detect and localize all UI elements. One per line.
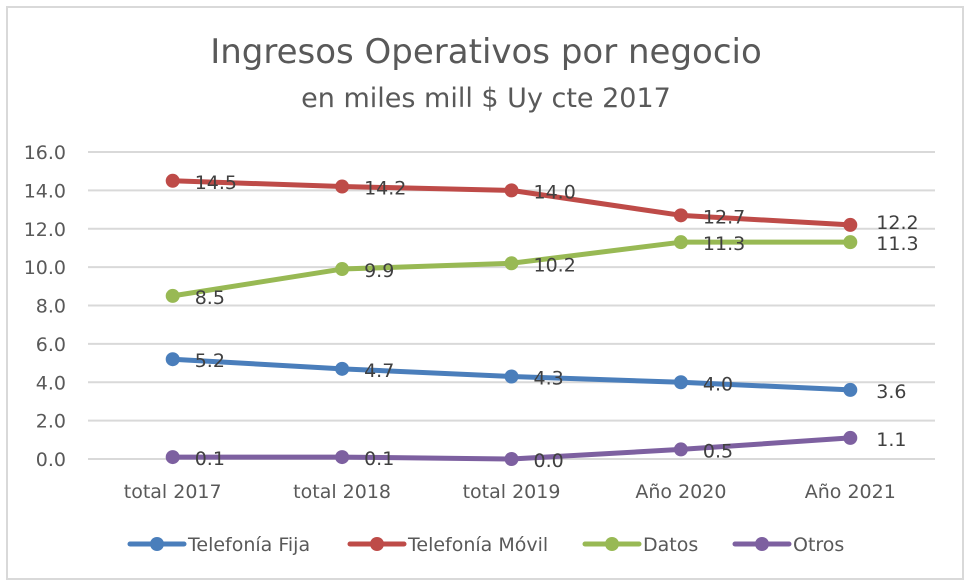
data-label: 4.3: [534, 367, 564, 389]
data-label: 0.1: [195, 448, 225, 470]
x-tick-label: Año 2021: [805, 481, 896, 503]
data-point: [165, 352, 180, 367]
y-tick-label: 0.0: [36, 449, 66, 471]
series-lines: [165, 173, 858, 466]
data-label: 10.2: [534, 254, 576, 276]
y-tick-label: 16.0: [24, 142, 66, 164]
data-label: 0.0: [534, 450, 564, 472]
data-label: 14.5: [195, 172, 237, 194]
data-point: [165, 173, 180, 188]
data-label: 11.3: [703, 233, 745, 255]
x-tick-label: total 2019: [463, 481, 561, 503]
data-label: 9.9: [364, 260, 394, 282]
y-tick-label: 4.0: [36, 372, 66, 394]
data-point: [843, 382, 858, 397]
data-point: [843, 235, 858, 250]
x-axis: total 2017 total 2018 total 2019 Año 2020 Añ…: [124, 481, 896, 503]
data-point: [673, 208, 688, 223]
legend-marker-icon: [605, 537, 619, 551]
data-label: 12.7: [703, 206, 745, 228]
data-point: [504, 369, 519, 384]
data-label: 0.1: [364, 448, 394, 470]
legend-item[interactable]: Datos: [582, 534, 698, 556]
legend-item[interactable]: Telefonía Móvil: [347, 534, 548, 556]
legend-label: Telefonía Fija: [187, 534, 310, 556]
y-tick-label: 8.0: [36, 296, 66, 318]
legend-label: Telefonía Móvil: [407, 534, 548, 556]
chart-frame: [6, 6, 964, 580]
legend-marker-icon: [755, 537, 769, 551]
data-point: [165, 288, 180, 303]
data-point: [504, 183, 519, 198]
data-label: 0.5: [703, 440, 733, 462]
y-tick-label: 6.0: [36, 334, 66, 356]
data-point: [504, 256, 519, 271]
data-label: 3.6: [876, 381, 906, 403]
data-point: [673, 235, 688, 250]
data-point: [843, 430, 858, 445]
chart-title: Ingresos Operativos por negocio: [210, 32, 762, 72]
data-point: [335, 361, 350, 376]
data-point: [165, 450, 180, 465]
x-tick-label: Año 2020: [635, 481, 726, 503]
data-label: 4.7: [364, 360, 394, 382]
y-tick-label: 14.0: [24, 180, 66, 202]
data-label: 14.0: [534, 181, 576, 203]
data-label: 11.3: [876, 233, 918, 255]
legend-marker-icon: [150, 537, 164, 551]
legend-label: Otros: [793, 534, 844, 556]
chart-subtitle: en miles mill $ Uy cte 2017: [301, 83, 671, 114]
y-axis: 0.0 2.0 4.0 6.0 8.0 10.0 12.0 14.0 16.0: [24, 142, 66, 471]
data-point: [843, 217, 858, 232]
legend-marker-icon: [370, 537, 384, 551]
legend-item[interactable]: Telefonía Fija: [127, 534, 310, 556]
y-tick-label: 2.0: [36, 411, 66, 433]
data-label: 5.2: [195, 350, 225, 372]
data-label: 14.2: [364, 178, 406, 200]
data-point: [335, 450, 350, 465]
legend-item[interactable]: Otros: [732, 534, 844, 556]
data-point: [335, 262, 350, 277]
data-label: 4.0: [703, 373, 733, 395]
data-point: [673, 375, 688, 390]
data-label: 12.2: [876, 212, 918, 234]
data-label: 1.1: [876, 429, 906, 451]
x-tick-label: total 2018: [293, 481, 391, 503]
data-label: 8.5: [195, 287, 225, 309]
legend-label: Datos: [643, 534, 698, 556]
data-point: [335, 179, 350, 194]
data-labels: 5.2 4.7 4.3 4.0 3.6 14.5 14.2 14.0 12.7 12.2 8.5 9.…: [195, 172, 919, 472]
x-tick-label: total 2017: [124, 481, 222, 503]
y-tick-label: 10.0: [24, 257, 66, 279]
legend: Telefonía Fija Telefonía Móvil Datos Otros: [127, 534, 844, 556]
data-point: [504, 452, 519, 466]
data-point: [673, 442, 688, 457]
y-tick-label: 12.0: [24, 219, 66, 241]
